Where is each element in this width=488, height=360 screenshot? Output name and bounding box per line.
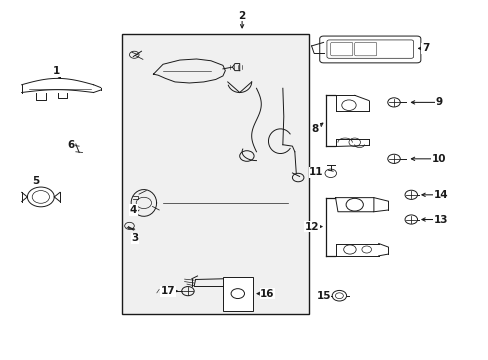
Text: 1: 1 (53, 66, 60, 76)
FancyBboxPatch shape (319, 36, 420, 63)
Text: 3: 3 (131, 233, 139, 243)
Text: 13: 13 (433, 215, 447, 225)
Text: 10: 10 (430, 154, 445, 164)
Text: 6: 6 (67, 140, 75, 150)
Text: 11: 11 (308, 167, 323, 177)
Text: 5: 5 (32, 176, 40, 186)
Text: 14: 14 (433, 190, 447, 200)
Text: 17: 17 (160, 286, 175, 296)
Text: 8: 8 (311, 124, 318, 134)
Text: 15: 15 (316, 291, 330, 301)
Text: 12: 12 (304, 221, 319, 231)
Text: 7: 7 (421, 44, 428, 53)
Text: 16: 16 (260, 289, 274, 298)
Bar (122, 33, 308, 314)
Bar (223, 277, 252, 311)
Text: 4: 4 (129, 205, 137, 215)
Text: 2: 2 (238, 11, 245, 21)
Text: 9: 9 (434, 98, 441, 107)
